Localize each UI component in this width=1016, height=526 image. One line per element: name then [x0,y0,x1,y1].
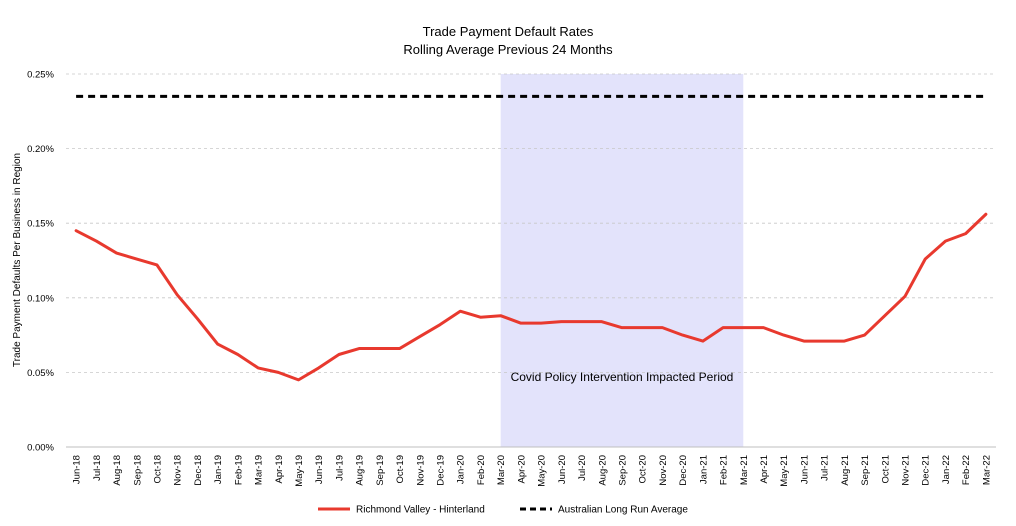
shaded-period-layer: Covid Policy Intervention Impacted Perio… [500,74,744,447]
x-tick-label: Jul-18 [92,455,103,481]
x-tick-label: Jun-19 [314,455,325,484]
covid-period-label: Covid Policy Intervention Impacted Perio… [511,370,734,384]
x-tick-label: Dec-21 [921,455,932,486]
x-tick-label: Jul-21 [820,455,831,481]
axes: 0.00% 0.05% 0.10% 0.15% 0.20% 0.25% Jun-18 Jul-… [27,70,996,487]
x-tick-label: Dec-19 [436,455,447,486]
series-line-richmond-valley [74,212,988,382]
x-tick-label: Feb-21 [719,455,730,485]
gridlines [66,73,996,373]
x-tick-label: Feb-22 [961,455,972,485]
x-tick-label: Sep-20 [617,455,628,486]
x-tick-label: Jul-20 [577,455,588,481]
legend-label: Richmond Valley - Hinterland [356,505,485,516]
x-tick-label: Jul-19 [334,455,345,481]
chart-subtitle: Rolling Average Previous 24 Months [403,42,613,57]
x-tick-label: Sep-19 [375,455,386,486]
y-tick-label: 0.25% [27,70,54,81]
x-tick-label: Oct-20 [638,455,649,484]
x-tick-label: Apr-20 [516,455,527,484]
x-tick-label: Jan-21 [698,455,709,484]
x-tick-label: Jun-21 [799,455,810,484]
chart-title: Trade Payment Default Rates [423,24,594,39]
y-tick-label: 0.20% [27,144,54,155]
x-tick-label: Jan-19 [213,455,224,484]
x-tick-label: Mar-20 [496,455,507,485]
x-tick-label: Jan-22 [941,455,952,484]
y-tick-label: 0.15% [27,219,54,230]
x-tick-label: Dec-18 [193,455,204,486]
x-tick-label: Feb-19 [233,455,244,485]
x-tick-label: May-21 [779,455,790,487]
x-tick-label: Nov-18 [173,455,184,486]
x-tick-label: Sep-18 [132,455,143,486]
x-tick-label: Oct-21 [880,455,891,484]
legend-label: Australian Long Run Average [558,505,688,516]
x-tick-label: Aug-18 [112,455,123,486]
x-tick-label: Oct-18 [152,455,163,484]
x-tick-label: Nov-21 [901,455,912,486]
x-tick-label: Feb-20 [476,455,487,485]
x-tick-label: Jun-18 [72,455,83,484]
x-tick-label: Mar-22 [981,455,992,485]
x-tick-label: Apr-19 [274,455,285,484]
x-tick-label: Nov-20 [658,455,669,486]
x-tick-label: Jun-20 [557,455,568,484]
x-tick-label: Apr-21 [759,455,770,484]
x-tick-label: Aug-19 [355,455,366,486]
y-axis-title: Trade Payment Defaults Per Business in R… [12,153,23,367]
x-tick-label: May-19 [294,455,305,487]
x-tick-label: Nov-19 [415,455,426,486]
y-tick-label: 0.10% [27,293,54,304]
x-tick-label: Dec-20 [678,455,689,486]
x-tick-label: Sep-21 [860,455,871,486]
x-tick-label: Mar-21 [739,455,750,485]
x-tick-label: Aug-21 [840,455,851,486]
x-tick-label: May-20 [537,455,548,487]
x-tick-label: Aug-20 [597,455,608,486]
x-tick-label: Oct-19 [395,455,406,484]
series-layer [74,94,988,382]
y-tick-label: 0.05% [27,368,54,379]
x-tick-label: Mar-19 [254,455,265,485]
covid-shaded-region [500,74,744,447]
legend: Richmond Valley - Hinterland Australian L… [318,505,688,516]
y-tick-label: 0.00% [27,443,54,454]
x-tick-label: Jan-20 [456,455,467,484]
